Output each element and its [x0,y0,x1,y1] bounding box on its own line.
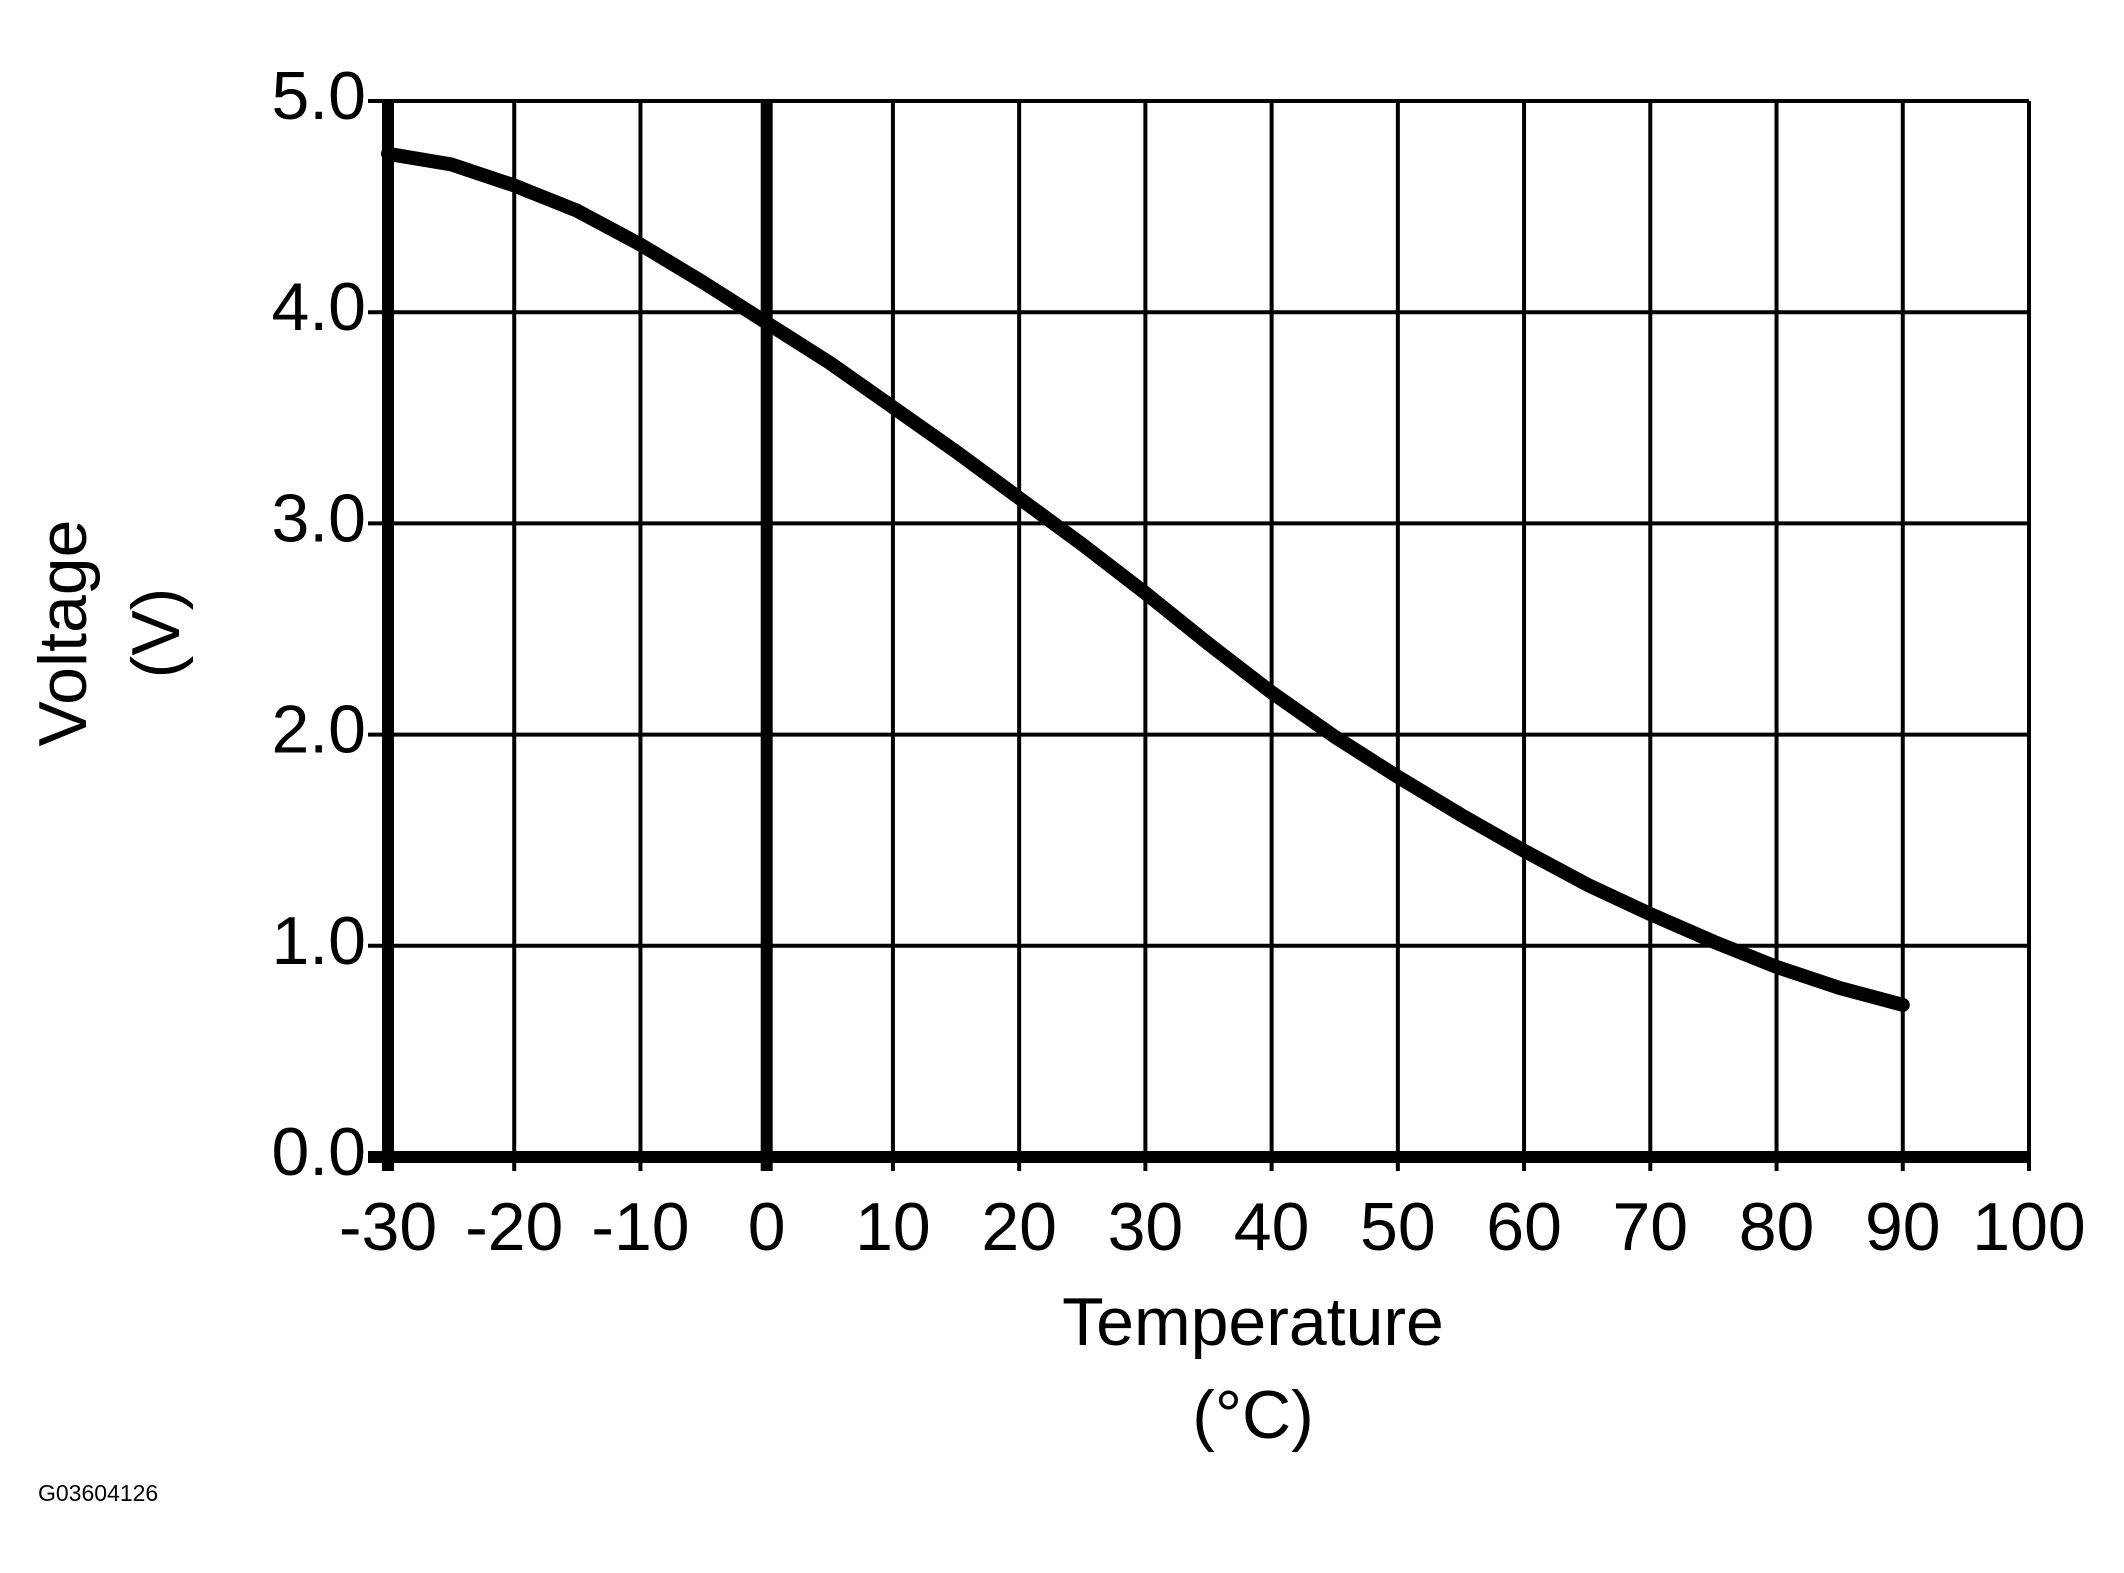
x-tick-label: 10 [855,1189,931,1265]
x-tick-label: -10 [591,1189,689,1265]
x-tick-label: 30 [1108,1189,1184,1265]
x-tick-label: 100 [1972,1189,2085,1265]
y-tick-label: 4.0 [271,269,366,345]
x-tick-label: 0 [748,1189,786,1265]
y-axis-unit: (V) [118,588,194,679]
x-axis-title: Temperature [1062,1284,1444,1360]
x-tick-label: -30 [339,1189,437,1265]
x-axis-unit: (°C) [1192,1377,1314,1453]
y-axis-title: Voltage [25,520,101,747]
y-tick-label: 5.0 [271,58,366,134]
y-tick-label: 1.0 [271,903,366,979]
x-tick-label: 20 [981,1189,1057,1265]
x-tick-label: 40 [1234,1189,1310,1265]
data-line [381,146,1910,1012]
x-tick-label: 80 [1739,1189,1815,1265]
x-tick-label: -20 [465,1189,563,1265]
y-tick-label: 0.0 [271,1114,366,1190]
y-tick-label: 2.0 [271,692,366,768]
x-tick-label: 60 [1486,1189,1562,1265]
footnote: G03604126 [38,1480,158,1506]
x-tick-label: 90 [1865,1189,1941,1265]
y-tick-label: 3.0 [271,480,366,556]
x-tick-label: 50 [1360,1189,1436,1265]
x-tick-label: 70 [1612,1189,1688,1265]
